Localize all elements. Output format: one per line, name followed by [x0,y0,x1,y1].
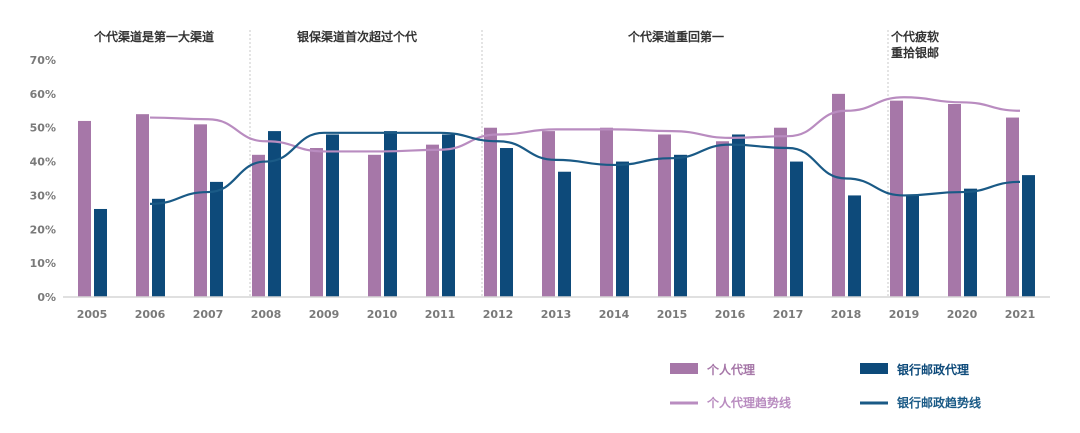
bar-personal-agent-2013 [542,131,555,297]
bar-bank-post-2017 [790,161,803,297]
y-tick-label: 40% [30,156,56,169]
bar-bank-post-2021 [1022,175,1035,297]
bar-bank-post-2006 [152,198,165,297]
bar-bank-post-2015 [674,154,687,297]
x-tick-label: 2008 [251,308,282,321]
annotation-2: 银保渠道首次超过个代 [297,29,417,44]
bar-personal-agent-2005 [78,120,91,297]
bar-personal-agent-2019 [890,100,903,297]
x-tick-label: 2018 [831,308,862,321]
bar-bank-post-2016 [732,134,745,297]
bank-trend-line [149,131,1021,205]
x-tick-label: 2017 [773,308,804,321]
y-tick-label: 50% [30,122,56,135]
x-tick-label: 2019 [889,308,920,321]
x-tick-label: 2016 [715,308,746,321]
bar-bank-post-2005 [94,208,107,297]
legend-label-personal-agent: 个人代理 [706,362,755,377]
x-tick-label: 2010 [367,308,398,321]
legend-label-personal-trend: 个人代理趋势线 [706,395,791,410]
x-tick-label: 2006 [135,308,166,321]
bar-bank-post-2014 [616,161,629,297]
bar-bank-post-2012 [500,148,513,297]
bar-bank-post-2010 [384,131,397,297]
personal-trend-line [149,96,1021,153]
annotation-1: 个代渠道是第一大渠道 [93,29,214,44]
bar-bank-post-2008 [268,131,281,297]
bar-personal-agent-2009 [310,148,323,297]
y-tick-label: 10% [30,257,56,270]
trend-lines [149,96,1021,205]
bar-bank-post-2019 [906,195,919,297]
x-tick-label: 2013 [541,308,572,321]
bar-personal-agent-2012 [484,127,497,297]
y-tick-label: 70% [30,54,56,67]
y-tick-label: 30% [30,189,56,202]
bar-personal-agent-2010 [368,154,381,297]
y-tick-label: 60% [30,88,56,101]
x-tick-label: 2007 [193,308,224,321]
x-axis: 2005 2006 2007 2008 2009 2010 2011 2012 2013 2014… [77,308,1036,321]
legend-swatch-personal-agent [670,363,698,374]
legend-label-bank-post: 银行邮政代理 [897,362,969,377]
x-tick-label: 2009 [309,308,340,321]
bar-bank-post-2020 [964,188,977,297]
annotation-4-line-2: 重拾银邮 [891,45,939,60]
x-tick-label: 2020 [947,308,978,321]
bars [78,93,1035,298]
bar-personal-agent-2020 [948,104,961,297]
x-tick-label: 2021 [1005,308,1036,321]
annotation-3: 个代渠道重回第一 [627,29,724,44]
bar-personal-agent-2007 [194,124,207,297]
legend-label-bank-trend: 银行邮政趋势线 [897,395,981,410]
x-tick-label: 2011 [425,308,456,321]
y-axis: 0% 10% 20% 30% 40% 50% 60% 70% [30,54,56,304]
y-tick-label: 20% [30,223,56,236]
bar-bank-post-2011 [442,134,455,297]
x-tick-label: 2015 [657,308,688,321]
bar-personal-agent-2017 [774,127,787,297]
bar-personal-agent-2014 [600,127,613,297]
bar-personal-agent-2016 [716,141,729,297]
bar-bank-post-2007 [210,181,223,297]
legend: 个人代理 银行邮政代理 个人代理趋势线 银行邮政趋势线 [670,362,981,410]
bar-personal-agent-2021 [1006,117,1019,297]
legend-swatch-bank-post [860,363,888,374]
bar-bank-post-2013 [558,171,571,297]
y-tick-label: 0% [37,291,56,304]
bar-personal-agent-2015 [658,134,671,297]
x-tick-label: 2005 [77,308,108,321]
x-tick-label: 2012 [483,308,514,321]
bar-bank-post-2018 [848,195,861,297]
bar-bank-post-2009 [326,134,339,297]
bar-personal-agent-2008 [252,154,265,297]
bar-personal-agent-2018 [832,93,845,297]
bar-personal-agent-2011 [426,144,439,297]
annotation-4-line-1: 个代疲软 [890,29,939,44]
x-tick-label: 2014 [599,308,630,321]
period-dividers [249,30,889,297]
bar-personal-agent-2006 [136,114,149,298]
